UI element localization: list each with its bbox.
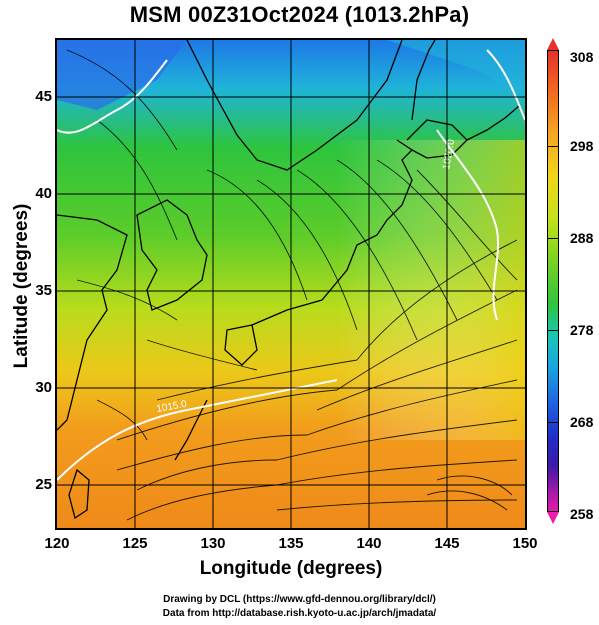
russia-coast xyxy=(186,40,403,171)
coastlines xyxy=(57,40,520,520)
cold-north-patch xyxy=(57,40,187,110)
colorbar-bottom-arrow xyxy=(547,512,559,524)
y-tick-25: 25 xyxy=(35,476,52,493)
colorbar-tick-258: 258 xyxy=(570,506,594,522)
colorbar-mark-278 xyxy=(547,330,559,331)
kuril-islands xyxy=(466,105,520,141)
x-axis-label: Longitude (degrees) xyxy=(199,558,383,579)
colorbar-mark-288 xyxy=(547,238,559,239)
wind-streamlines xyxy=(66,49,518,521)
y-axis-label: Latitude (degrees) xyxy=(11,203,32,369)
credit-drawing: Drawing by DCL (https://www.gfd-dennou.o… xyxy=(163,594,436,605)
colorbar-tick-308: 308 xyxy=(570,49,594,65)
isobar-east xyxy=(486,49,525,121)
map-title: MSM 00Z31Oct2024 (1013.2hPa) xyxy=(129,2,470,27)
colorbar-top-arrow xyxy=(547,38,559,50)
honshu-coast xyxy=(251,139,414,326)
y-tick-35: 35 xyxy=(35,282,52,299)
china-coast xyxy=(57,214,128,431)
kyushu-coast xyxy=(224,324,258,366)
x-tick-140: 140 xyxy=(356,535,382,552)
x-tick-125: 125 xyxy=(122,535,148,552)
map-plot-area: 1020.0 1015.0 xyxy=(55,38,527,530)
credit-data: Data from http://database.rish.kyoto-u.a… xyxy=(162,608,437,619)
x-tick-130: 130 xyxy=(200,535,226,552)
y-tick-30: 30 xyxy=(35,379,52,396)
isobar-label-1020: 1020.0 xyxy=(441,138,457,170)
graticule xyxy=(57,40,525,528)
x-tick-120: 120 xyxy=(44,535,70,552)
isobar-label-1015: 1015.0 xyxy=(156,399,188,415)
colorbar-tick-298: 298 xyxy=(570,138,594,154)
colorbar-mark-298 xyxy=(547,146,559,147)
sakhalin-coast xyxy=(411,40,436,121)
temperature-wind-map: 1020.0 1015.0 xyxy=(57,40,525,528)
colorbar-tick-288: 288 xyxy=(570,230,594,246)
colorbar xyxy=(547,50,559,512)
isobar-labels: 1020.0 1015.0 xyxy=(156,138,458,415)
taiwan-coast xyxy=(68,468,90,520)
ryukyu-islands xyxy=(174,399,208,461)
x-tick-135: 135 xyxy=(278,535,304,552)
korea-coast xyxy=(136,199,208,311)
colorbar-mark-268 xyxy=(547,422,559,423)
y-tick-40: 40 xyxy=(35,185,52,202)
colorbar-tick-268: 268 xyxy=(570,414,594,430)
isobar-north xyxy=(57,59,168,134)
y-tick-45: 45 xyxy=(35,88,52,105)
x-tick-145: 145 xyxy=(434,535,460,552)
x-tick-150: 150 xyxy=(512,535,538,552)
colorbar-tick-278: 278 xyxy=(570,322,594,338)
